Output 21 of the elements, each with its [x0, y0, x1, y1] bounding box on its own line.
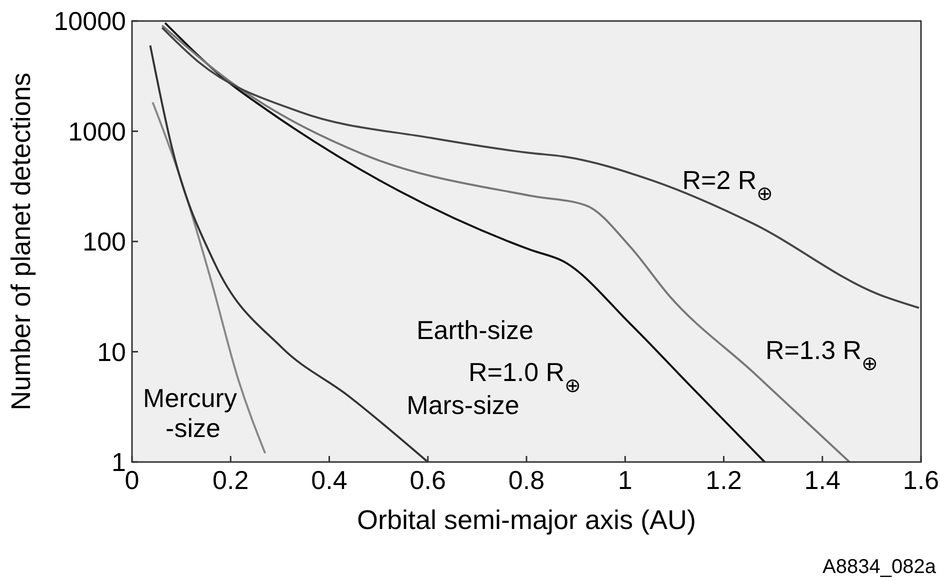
series-label: Mars-size [406, 390, 520, 420]
series-label: R=2 R$_{⊕}$ [682, 165, 774, 206]
x-tick-label: 0.6 [410, 465, 446, 495]
x-tick-label: 0.4 [311, 465, 348, 495]
x-tick-label: 1.6 [902, 465, 940, 495]
x-tick-label: 0 [124, 465, 140, 495]
x-tick-label: 1 [618, 465, 632, 495]
x-axis-title: Orbital semi-major axis (AU) [356, 505, 696, 535]
x-tick-label: 1.2 [706, 465, 742, 495]
x-tick-label: 1.4 [804, 465, 840, 495]
x-tick-label: 0.8 [508, 465, 545, 495]
line-series [161, 26, 920, 309]
series-label: R=1.3 R$_{⊕}$ [765, 335, 879, 376]
y-tick-label: 10000 [54, 6, 126, 36]
y-axis-title: Number of planet detections [6, 72, 36, 410]
y-tick-label: 1000 [68, 116, 126, 146]
y-tick-label: 10 [97, 336, 126, 367]
y-tick-label: 100 [82, 226, 126, 257]
text: A8834_082a [822, 556, 937, 578]
series-label: Mercury -size [143, 383, 237, 444]
x-tick-label: 0.2 [212, 465, 249, 495]
